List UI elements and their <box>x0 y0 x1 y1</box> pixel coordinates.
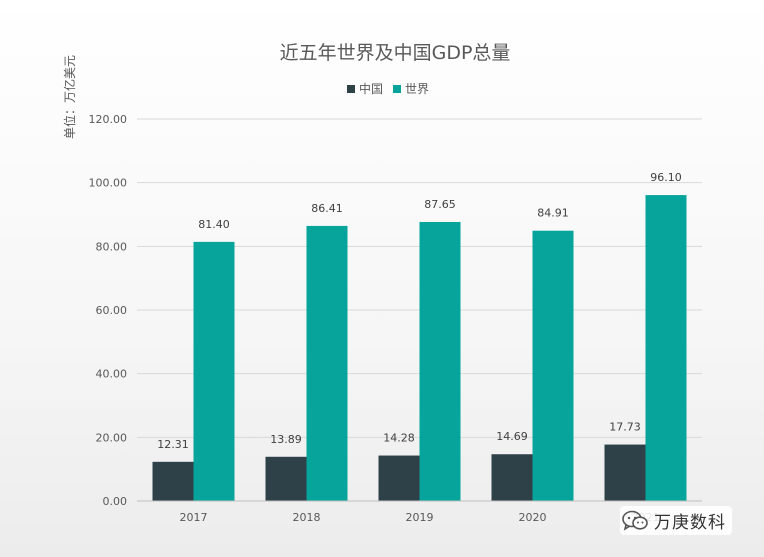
data-label: 96.10 <box>650 171 682 184</box>
data-labels: 12.31 81.40 13.89 86.41 14.28 87.65 14.69 84.91… <box>157 171 682 451</box>
x-axis-ticks: 20172018201920202021 <box>180 511 660 524</box>
data-label: 86.41 <box>311 202 343 215</box>
data-label: 14.69 <box>496 430 528 443</box>
watermark-text: 万庚数科 <box>654 513 726 533</box>
legend-swatch <box>393 85 401 93</box>
bar-1-2019 <box>419 221 461 501</box>
legend-swatch <box>347 85 355 93</box>
bar-0-2019 <box>378 455 420 501</box>
data-label: 14.28 <box>383 432 415 445</box>
bar-1-2018 <box>306 225 348 501</box>
bar-1-2017 <box>193 241 235 502</box>
data-label: 17.73 <box>609 421 641 434</box>
y-tick-label: 20.00 <box>96 431 128 444</box>
bars <box>152 195 687 502</box>
y-tick-label: 100.00 <box>89 177 128 190</box>
watermark: 万庚数科 <box>620 506 732 535</box>
legend-label: 世界 <box>405 82 429 96</box>
data-label: 12.31 <box>157 438 189 451</box>
data-label: 84.91 <box>537 207 569 220</box>
legend-label: 中国 <box>359 81 383 96</box>
data-label: 87.65 <box>424 198 456 211</box>
bar-0-2018 <box>265 456 307 501</box>
bar-0-2021 <box>604 444 646 501</box>
legend: 中国 世界 <box>347 81 429 96</box>
wechat-icon <box>622 510 648 531</box>
x-tick-label: 2018 <box>293 511 321 524</box>
bar-0-2017 <box>152 461 194 501</box>
x-tick-label: 2019 <box>406 511 434 524</box>
data-label: 13.89 <box>270 433 302 446</box>
y-tick-label: 40.00 <box>96 368 128 381</box>
bar-1-2020 <box>532 230 574 501</box>
x-tick-label: 2020 <box>519 511 547 524</box>
y-axis-label: 单位：万亿美元 <box>62 55 77 139</box>
chart-title: 近五年世界及中国GDP总量 <box>280 42 511 64</box>
data-label: 81.40 <box>198 218 230 231</box>
bar-1-2021 <box>645 195 687 501</box>
y-tick-label: 120.00 <box>89 113 128 126</box>
y-axis-ticks: 0.00 20.00 40.00 60.00 80.00 100.00 120.00 <box>89 113 128 508</box>
y-tick-label: 0.00 <box>103 495 128 508</box>
y-tick-label: 60.00 <box>96 304 128 317</box>
y-tick-label: 80.00 <box>96 240 128 253</box>
x-tick-label: 2017 <box>180 511 208 524</box>
bar-0-2020 <box>491 454 533 501</box>
